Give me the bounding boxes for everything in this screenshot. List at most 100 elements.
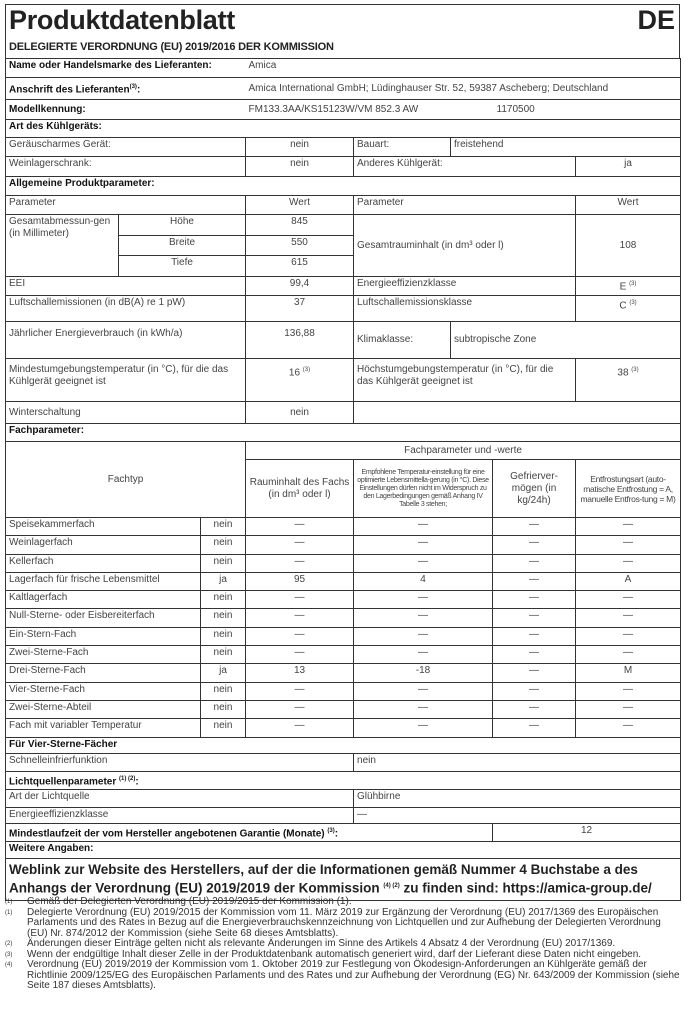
- low-noise-value: nein: [245, 137, 355, 157]
- width-value: 550: [245, 235, 355, 256]
- compartment-volume: 95: [245, 571, 355, 592]
- model-label: Modellkennung:: [4, 99, 246, 120]
- other-appliance-value: ja: [575, 156, 682, 177]
- winter-switch-value: nein: [245, 401, 355, 424]
- col-freeze-header: Gefrierver-mögen (in kg/24h): [492, 459, 577, 518]
- eei-label: EEI: [4, 276, 247, 296]
- footnote-mark: (4): [5, 962, 13, 968]
- compartment-name: Speisekammerfach: [5, 516, 201, 537]
- compartment-freeze: —: [492, 516, 577, 537]
- compartment-temp: —: [353, 516, 494, 537]
- compartment-defrost: —: [575, 608, 682, 628]
- compartment-row: Zwei-Sterne-Abteil nein — — — —: [5, 699, 682, 720]
- compartment-volume: —: [245, 535, 355, 555]
- compartment-volume: —: [245, 516, 355, 537]
- depth-value: 615: [245, 255, 355, 277]
- max-temp-value: 38 (3): [575, 358, 682, 402]
- section-general: Allgemeine Produktparameter:: [4, 176, 682, 196]
- compartment-volume: —: [245, 626, 355, 647]
- compartment-row: Kellerfach nein — — — —: [5, 553, 682, 573]
- compartment-volume: —: [245, 553, 355, 573]
- param-header-2: Parameter: [353, 195, 577, 215]
- header: Produktdatenblatt DE DELEGIERTE VERORDNU…: [5, 4, 680, 58]
- compartment-defrost: —: [575, 718, 682, 738]
- compartment-temp: —: [353, 681, 494, 701]
- compartment-name: Weinlagerfach: [5, 535, 201, 555]
- compartment-name: Vier-Sterne-Fach: [5, 681, 201, 701]
- compartment-defrost: —: [575, 516, 682, 537]
- compartment-name: Zwei-Sterne-Abteil: [5, 699, 201, 720]
- design-label: Bauart:: [353, 137, 452, 157]
- compartment-row: Kaltlagerfach nein — — — —: [5, 590, 682, 610]
- volume-label: Gesamtrauminhalt (in dm³ oder l): [353, 214, 577, 277]
- dimensions-label: Gesamtabmessun-gen (in Millimeter): [5, 214, 119, 277]
- max-temp-label: Höchstumgebungstemperatur (in °C), für d…: [353, 358, 577, 402]
- col-defrost-header: Entfrostungsart (auto-matische Entfrostu…: [575, 459, 682, 518]
- low-noise-label: Geräuscharmes Gerät:: [4, 137, 247, 157]
- compartment-row: Weinlagerfach nein — — — —: [5, 535, 682, 555]
- compartment-temp: -18: [353, 663, 494, 683]
- footnote-text: Delegierte Verordnung (EU) 2019/2015 der…: [27, 906, 661, 939]
- annual-consumption-value: 136,88: [245, 321, 355, 359]
- compartment-row: Zwei-Sterne-Fach nein — — — —: [5, 645, 682, 665]
- compartment-temp: —: [353, 608, 494, 628]
- compartment-row: Drei-Sterne-Fach ja 13 -18— M: [5, 663, 682, 683]
- supplier-name: Amica: [245, 58, 682, 78]
- compartment-defrost: A: [575, 571, 682, 592]
- section-four-star: Für Vier-Sterne-Fächer: [4, 736, 682, 754]
- noise-value: 37: [245, 295, 355, 322]
- compartment-present: nein: [199, 553, 247, 573]
- compartment-present: nein: [199, 626, 247, 647]
- footnote-mark: (1): [5, 899, 13, 905]
- compartment-present: nein: [199, 608, 247, 628]
- height-value: 845: [245, 214, 355, 236]
- noise-label: Luftschallemissionen (in dB(A) re 1 pW): [4, 295, 247, 322]
- energy-class-label: Energieeffizienzklasse: [353, 276, 577, 296]
- compartment-name: Fach mit variabler Temperatur: [5, 718, 201, 738]
- compartment-defrost: —: [575, 681, 682, 701]
- annual-consumption-label: Jährlicher Energieverbrauch (in kWh/a): [4, 321, 247, 359]
- compartment-freeze: —: [492, 645, 577, 665]
- footnote-mark: (2): [5, 941, 13, 947]
- warranty-value: 12: [492, 822, 682, 843]
- col-volume-header: Rauminhalt des Fachs (in dm³ oder l): [245, 459, 355, 518]
- warranty-label: Mindestlaufzeit der vom Hersteller angeb…: [4, 822, 494, 843]
- compartment-freeze: —: [492, 681, 577, 701]
- compartment-present: nein: [199, 590, 247, 610]
- compartment-row: Fach mit variabler Temperatur nein — — — —: [5, 718, 682, 738]
- volume-value: 108: [575, 214, 682, 277]
- compartment-freeze: —: [492, 718, 577, 738]
- compartment-temp: —: [353, 626, 494, 647]
- compartment-volume: —: [245, 681, 355, 701]
- compartment-row: Lagerfach für frische Lebensmittel ja 95 4—…: [5, 571, 682, 592]
- eei-value: 99,4: [245, 276, 355, 296]
- compartment-temp: —: [353, 699, 494, 720]
- wine-cabinet-value: nein: [245, 156, 355, 177]
- compartment-row: Vier-Sterne-Fach nein — — — —: [5, 681, 682, 701]
- compartment-volume: —: [245, 608, 355, 628]
- data-table: Name oder Handelsmarke des Lieferanten: A…: [4, 58, 682, 901]
- model-id: FM133.3AA/KS15123W/VM 852.3 AW: [245, 99, 493, 120]
- supplier-name-label: Name oder Handelsmarke des Lieferanten:: [4, 58, 246, 78]
- compartment-defrost: —: [575, 553, 682, 573]
- section-compartments: Fachparameter:: [4, 423, 682, 442]
- width-label: Breite: [117, 235, 247, 256]
- compartment-name: Zwei-Sterne-Fach: [5, 645, 201, 665]
- compartment-temp: —: [353, 535, 494, 555]
- light-type-value: Glühbirne: [353, 788, 682, 808]
- section-light: Lichtquellenparameter (1) (2):: [4, 770, 682, 790]
- compartment-temp: —: [353, 645, 494, 665]
- footnote-text: Gemäß der Delegierten Verordnung (EU) 20…: [27, 896, 352, 907]
- compartment-name: Kellerfach: [5, 553, 201, 573]
- compartment-defrost: M: [575, 663, 682, 683]
- compartment-name: Null-Sterne- oder Eisbereiterfach: [5, 608, 201, 628]
- compartment-temp: —: [353, 590, 494, 610]
- compartment-temp: —: [353, 718, 494, 738]
- compartment-volume: —: [245, 590, 355, 610]
- compartment-freeze: —: [492, 590, 577, 610]
- height-label: Höhe: [117, 214, 247, 236]
- compartment-present: nein: [199, 535, 247, 555]
- section-more-info: Weitere Angaben:: [4, 841, 682, 860]
- footnote: (3) Wenn der endgültige Inhalt dieser Zel…: [5, 949, 680, 961]
- fast-freeze-label: Schnelleinfrierfunktion: [4, 752, 355, 772]
